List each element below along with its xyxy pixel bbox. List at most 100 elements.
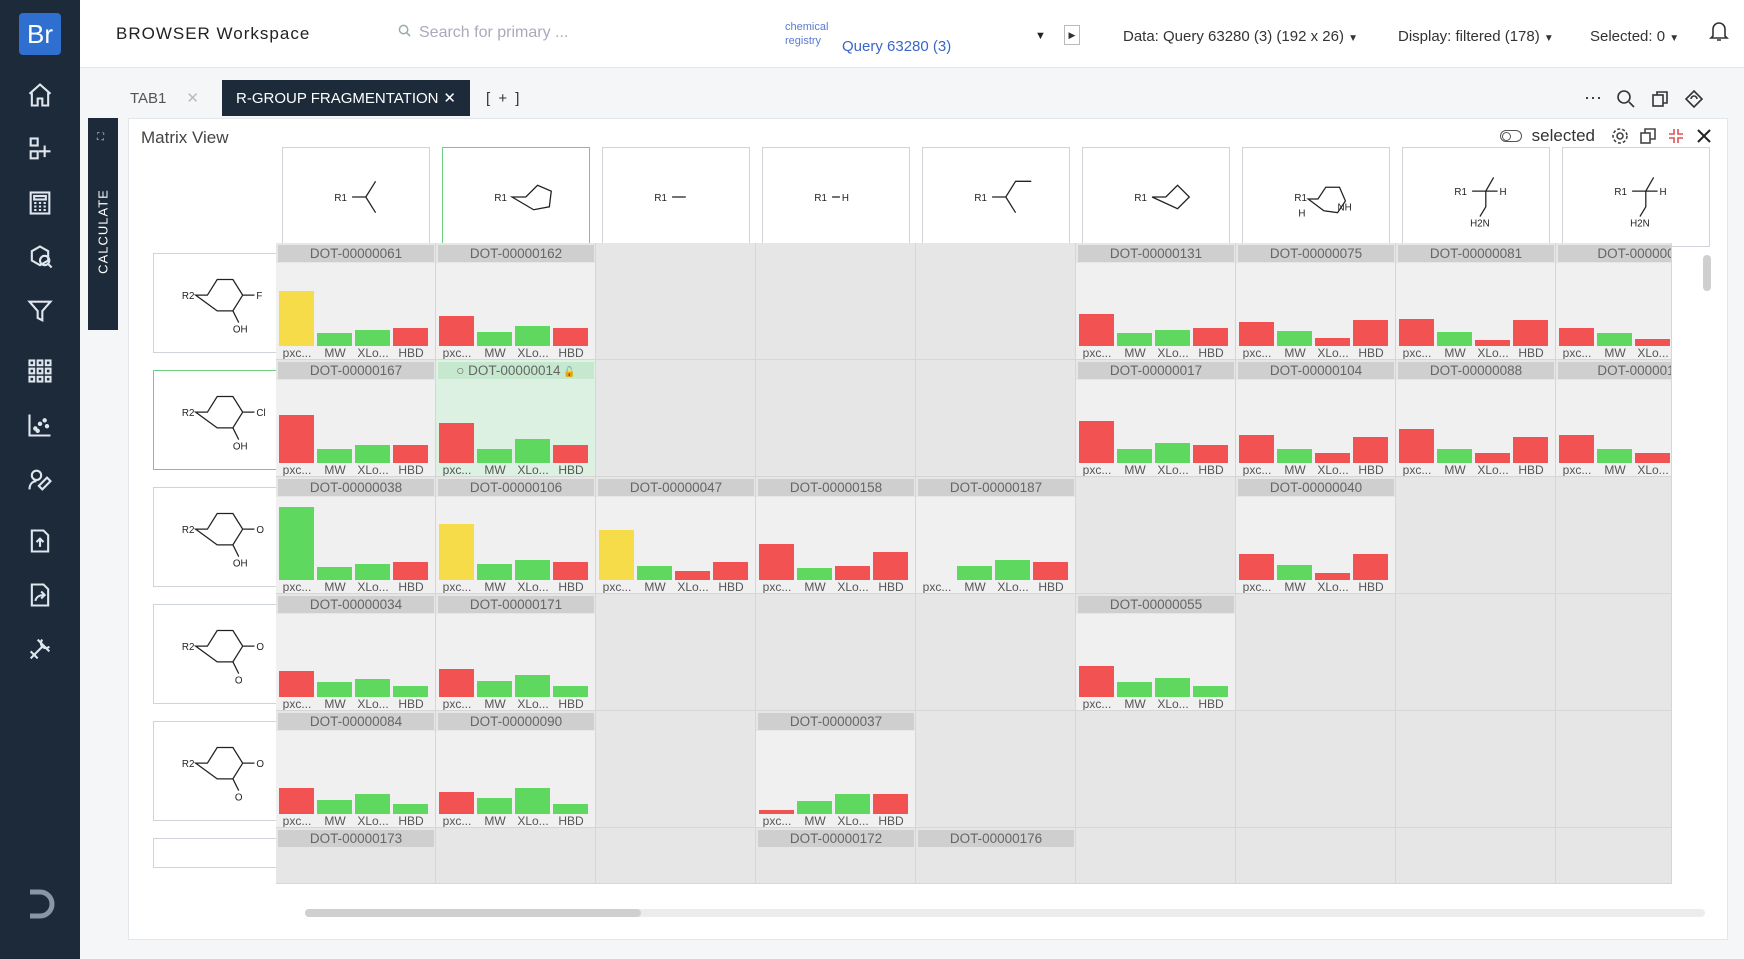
horizontal-scrollbar[interactable] — [305, 909, 1705, 917]
column-header-structure[interactable]: R1 H — [762, 147, 910, 247]
column-header-structure[interactable]: R1 H H2N — [1402, 147, 1550, 247]
compound-id[interactable]: DOT-00000131 — [1078, 245, 1234, 262]
compound-id[interactable]: DOT-00000090 — [438, 713, 594, 730]
column-header-structure[interactable]: R1 — [602, 147, 750, 247]
matrix-cell-empty[interactable] — [1236, 594, 1396, 711]
compound-id[interactable]: DOT-00000171 — [438, 596, 594, 613]
settings-tools-icon[interactable] — [22, 631, 58, 667]
compound-id[interactable]: DOT-00000038 — [278, 479, 434, 496]
collapse-icon[interactable] — [1667, 127, 1685, 145]
matrix-cell[interactable]: DOT-00000090 pxc... MW XLo... HBD — [436, 711, 596, 828]
matrix-cell[interactable]: DOT-00000038 pxc... MW XLo... HBD — [276, 477, 436, 594]
gear-icon[interactable] — [1611, 127, 1629, 145]
matrix-cell-empty[interactable] — [916, 711, 1076, 828]
matrix-cell-empty[interactable] — [1396, 477, 1556, 594]
matrix-cell[interactable]: DOT-00000171 pxc... MW XLo... HBD — [436, 594, 596, 711]
matrix-cell-empty[interactable] — [756, 594, 916, 711]
export-icon[interactable] — [22, 523, 58, 559]
matrix-cell[interactable]: DOT-00000075 pxc... MW XLo... HBD — [1236, 243, 1396, 360]
data-dropdown[interactable]: Data: Query 63280 (3) (192 x 26) ▼ — [1123, 28, 1358, 45]
bell-icon[interactable] — [1709, 20, 1729, 47]
column-header-structure[interactable]: R1 H NH — [1242, 147, 1390, 247]
matrix-cell-empty[interactable] — [1076, 711, 1236, 828]
matrix-cell[interactable]: DOT-00000084 pxc... MW XLo... HBD — [276, 711, 436, 828]
grid-icon[interactable] — [22, 353, 58, 389]
selected-dropdown[interactable]: Selected: 0 ▼ — [1590, 28, 1679, 45]
matrix-cell-empty[interactable] — [916, 360, 1076, 477]
display-dropdown[interactable]: Display: filtered (178) ▼ — [1398, 28, 1554, 45]
matrix-cell[interactable]: DOT-00000187 pxc... MW XLo... HBD — [916, 477, 1076, 594]
matrix-cell[interactable]: DOT-00000172 — [756, 828, 916, 884]
matrix-cell-empty[interactable] — [596, 711, 756, 828]
close-icon[interactable]: ✕ — [186, 90, 199, 107]
duplicate-icon[interactable] — [1650, 89, 1670, 109]
matrix-cell-empty[interactable] — [1396, 711, 1556, 828]
matrix-cell-empty[interactable] — [916, 594, 1076, 711]
matrix-cell-empty[interactable] — [436, 828, 596, 884]
column-header-structure[interactable]: R1 — [1082, 147, 1230, 247]
compound-id[interactable]: DOT-00000061 — [278, 245, 434, 262]
matrix-cell[interactable]: DOT-00000173 — [276, 828, 436, 884]
search-input[interactable] — [419, 24, 619, 42]
unlock-icon[interactable]: 🔓 — [560, 367, 576, 378]
matrix-cell[interactable]: DOT-00000055 pxc... MW XLo... HBD — [1076, 594, 1236, 711]
matrix-cell[interactable]: DOT-00000176 — [916, 828, 1076, 884]
matrix-cell-empty[interactable] — [596, 828, 756, 884]
matrix-cell[interactable]: DOT-00000167 pxc... MW XLo... HBD — [276, 360, 436, 477]
compound-id[interactable]: DOT-00000187 — [918, 479, 1074, 496]
matrix-cell[interactable]: DOT-00000034 pxc... MW XLo... HBD — [276, 594, 436, 711]
molecule-search-icon[interactable] — [22, 239, 58, 275]
scatter-icon[interactable] — [22, 407, 58, 443]
app-logo[interactable]: Br — [19, 13, 61, 55]
compound-id[interactable]: DOT-00000047 — [598, 479, 754, 496]
toggle-icon[interactable] — [1499, 130, 1522, 142]
add-structure-icon[interactable] — [22, 131, 58, 167]
more-icon[interactable]: ⋯ — [1584, 88, 1602, 108]
compound-id[interactable]: DOT-00000034 — [278, 596, 434, 613]
compound-id[interactable]: DOT-00000158 — [758, 479, 914, 496]
play-button[interactable]: ▶ — [1064, 25, 1080, 45]
matrix-cell[interactable]: DOT-00000088 pxc... MW XLo... HBD — [1396, 360, 1556, 477]
compound-id[interactable]: DOT-00000040 — [1238, 479, 1394, 496]
matrix-cell-empty[interactable] — [756, 243, 916, 360]
calculator-icon[interactable] — [22, 185, 58, 221]
share-icon[interactable] — [22, 577, 58, 613]
compound-id[interactable]: DOT-00000162 — [438, 245, 594, 262]
compound-id[interactable]: DOT-00000017 — [1078, 362, 1234, 379]
home-icon[interactable] — [22, 77, 58, 113]
tab-r-group-fragmentation[interactable]: R-GROUP FRAGMENTATION ✕ — [222, 80, 470, 116]
tab-tab1[interactable]: TAB1 ✕ — [130, 80, 199, 116]
matrix-cell-empty[interactable] — [1236, 828, 1396, 884]
vertical-scrollbar[interactable] — [1703, 255, 1711, 291]
matrix-cell[interactable]: DOT-00000040 pxc... MW XLo... HBD — [1236, 477, 1396, 594]
refresh-icon[interactable] — [1684, 89, 1704, 109]
matrix-cell-empty[interactable] — [1396, 828, 1556, 884]
compound-id[interactable]: DOT-00000172 — [758, 830, 914, 847]
matrix-cell[interactable]: DOT-00000047 pxc... MW XLo... HBD — [596, 477, 756, 594]
compound-id[interactable]: DOT-00000173 — [278, 830, 434, 847]
column-header-structure[interactable]: R1 — [442, 147, 590, 247]
compound-id[interactable]: DOT-00000167 — [278, 362, 434, 379]
matrix-cell[interactable]: DOT-00000106 pxc... MW XLo... HBD — [436, 477, 596, 594]
duplicate-icon[interactable] — [1639, 127, 1657, 145]
compound-id[interactable]: DOT-00000075 — [1238, 245, 1394, 262]
matrix-cell[interactable]: DOT-00000131 pxc... MW XLo... HBD — [1076, 243, 1236, 360]
matrix-cell-empty[interactable] — [1076, 828, 1236, 884]
scrollbar-thumb[interactable] — [305, 909, 641, 917]
matrix-cell[interactable]: DOT-00000162 pxc... MW XLo... HBD — [436, 243, 596, 360]
compound-id[interactable]: DOT-000001 — [1558, 362, 1671, 379]
matrix-cell-empty[interactable] — [596, 360, 756, 477]
compound-id[interactable]: DOT-00000106 — [438, 479, 594, 496]
matrix-cell[interactable]: DOT-00000081 pxc... MW XLo... HBD — [1396, 243, 1556, 360]
select-circle-icon[interactable]: ○ — [456, 363, 469, 378]
column-header-structure[interactable]: R1 H H2N — [1562, 147, 1710, 247]
compound-id[interactable]: DOT-00000088 — [1398, 362, 1554, 379]
add-tab-button[interactable]: [ + ] — [486, 89, 522, 107]
compound-id[interactable]: DOT-00000037 — [758, 713, 914, 730]
matrix-cell[interactable]: DOT-00000104 pxc... MW XLo... HBD — [1236, 360, 1396, 477]
matrix-cell-empty[interactable] — [1236, 711, 1396, 828]
compound-id[interactable]: DOT-00000176 — [918, 830, 1074, 847]
compound-id[interactable]: ○ DOT-00000014 🔓 — [438, 362, 594, 379]
